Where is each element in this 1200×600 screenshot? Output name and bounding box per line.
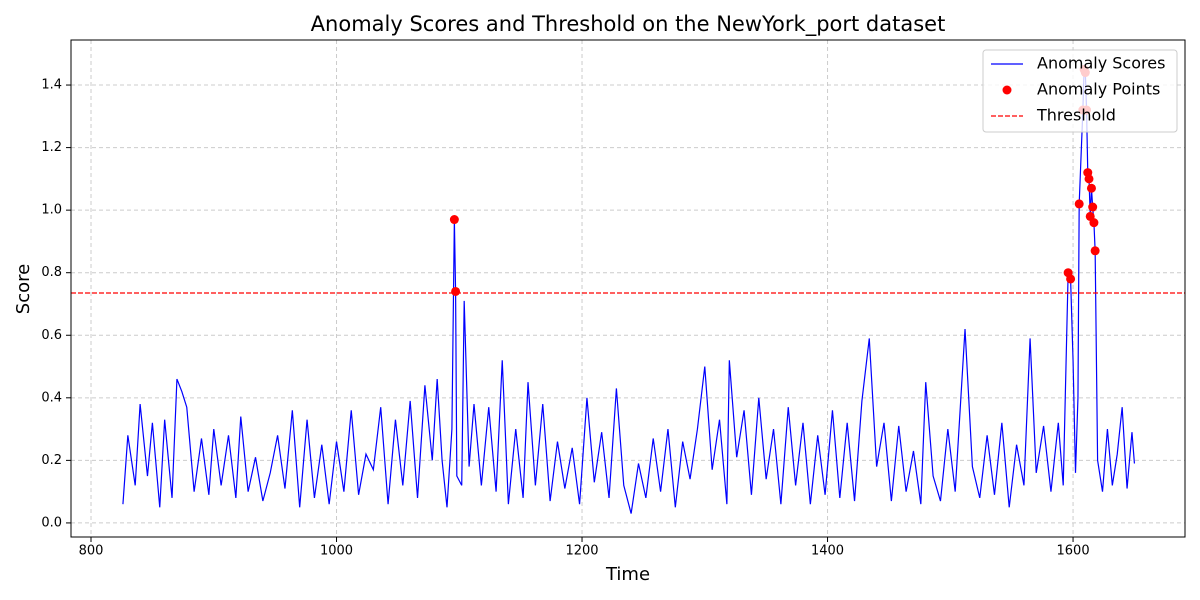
- anomaly-point: [449, 215, 459, 225]
- anomaly-point: [451, 286, 461, 296]
- anomaly-point: [1089, 218, 1099, 228]
- y-tick-label: 1.0: [41, 203, 62, 218]
- anomaly-point: [1086, 183, 1096, 193]
- x-tick-label: 1000: [320, 544, 353, 559]
- y-tick-label: 0.0: [41, 515, 62, 530]
- anomaly-point: [1066, 274, 1076, 284]
- anomaly-point: [1084, 174, 1094, 184]
- anomaly-point: [1074, 199, 1084, 209]
- x-tick-label: 1400: [811, 544, 844, 559]
- y-axis-label: Score: [13, 264, 34, 314]
- y-tick-label: 0.4: [41, 390, 62, 405]
- y-tick-label: 1.2: [41, 140, 62, 155]
- y-tick-label: 0.2: [41, 453, 62, 468]
- y-tick-label: 0.8: [41, 265, 62, 280]
- y-tick-label: 0.6: [41, 328, 62, 343]
- x-axis-label: Time: [605, 564, 650, 585]
- chart-title: Anomaly Scores and Threshold on the NewY…: [311, 12, 946, 37]
- score-line: [122, 69, 1136, 514]
- anomaly-point: [1090, 246, 1100, 256]
- x-tick-label: 1200: [565, 544, 598, 559]
- legend-label: Anomaly Scores: [1037, 54, 1165, 73]
- legend-label: Anomaly Points: [1037, 80, 1160, 99]
- x-tick-label: 1600: [1057, 544, 1090, 559]
- legend-label: Threshold: [1036, 106, 1116, 125]
- anomaly-point: [1088, 202, 1098, 212]
- legend-box: [982, 49, 1178, 133]
- x-tick-label: 800: [79, 544, 104, 559]
- plot-frame: [70, 39, 1186, 538]
- y-tick-label: 1.4: [41, 78, 62, 93]
- legend-swatch: [1002, 85, 1012, 95]
